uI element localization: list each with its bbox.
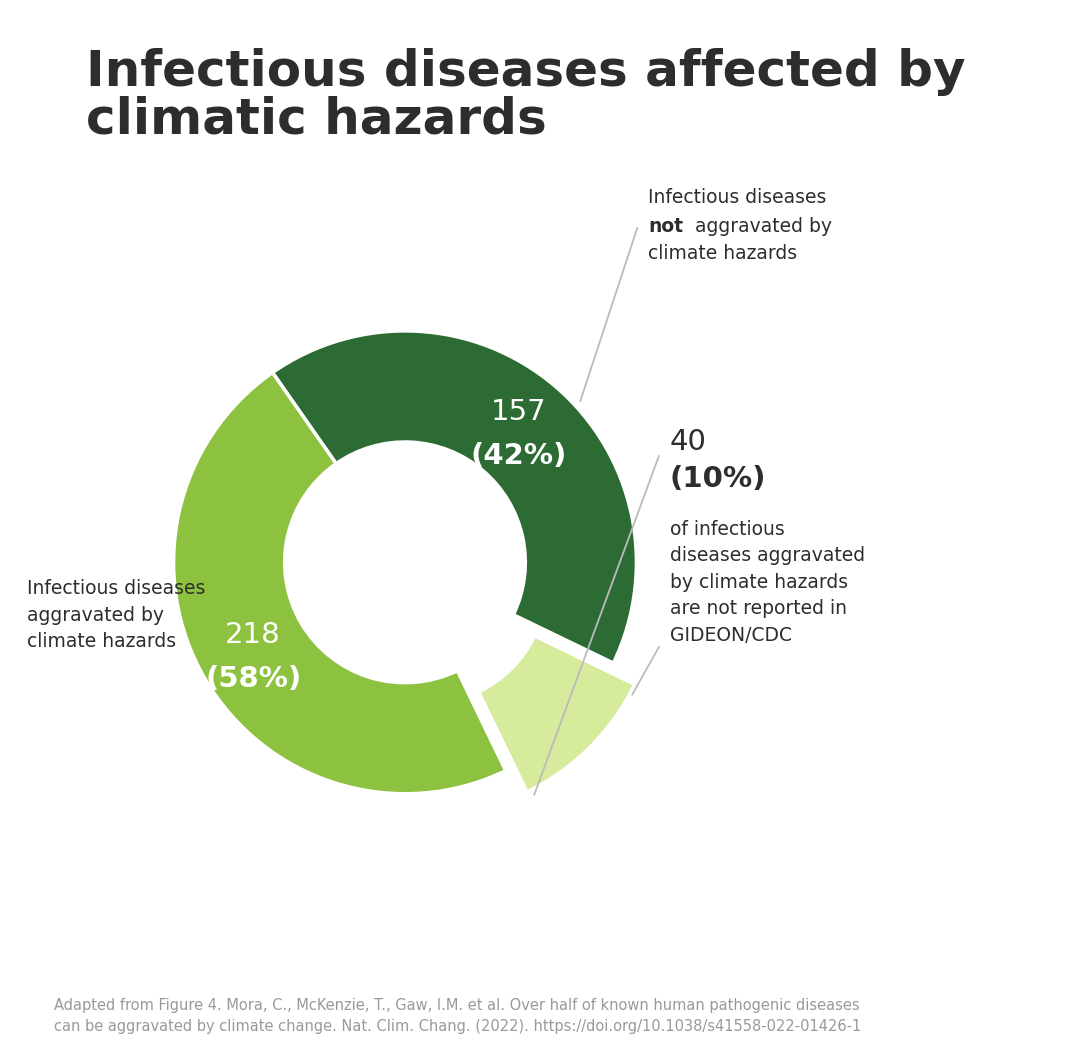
Text: (10%): (10%): [670, 466, 766, 493]
Text: Infectious diseases affected by: Infectious diseases affected by: [86, 48, 966, 95]
Text: climate hazards: climate hazards: [648, 244, 797, 263]
Text: not: not: [648, 216, 683, 236]
Text: Infectious diseases: Infectious diseases: [648, 188, 826, 207]
Text: aggravated by: aggravated by: [689, 216, 832, 236]
Text: Infectious diseases
aggravated by
climate hazards: Infectious diseases aggravated by climat…: [27, 579, 205, 651]
Wedge shape: [174, 372, 505, 794]
Text: (58%): (58%): [205, 665, 301, 693]
Text: climatic hazards: climatic hazards: [86, 95, 548, 143]
Text: 157: 157: [491, 398, 546, 427]
Text: Adapted from Figure 4. Mora, C., McKenzie, T., Gaw, I.M. et al. Over half of kno: Adapted from Figure 4. Mora, C., McKenzi…: [54, 998, 861, 1034]
Wedge shape: [478, 636, 635, 792]
Text: (42%): (42%): [471, 442, 567, 470]
Wedge shape: [272, 331, 636, 663]
Text: of infectious
diseases aggravated
by climate hazards
are not reported in
GIDEON/: of infectious diseases aggravated by cli…: [670, 520, 865, 645]
Text: 218: 218: [226, 621, 281, 649]
Text: 40: 40: [670, 429, 706, 456]
